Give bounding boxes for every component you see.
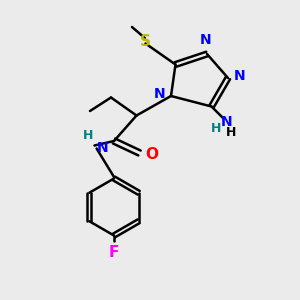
Text: F: F xyxy=(109,245,119,260)
Text: H: H xyxy=(211,122,221,135)
Text: N: N xyxy=(200,33,211,47)
Text: N: N xyxy=(97,142,108,155)
Text: S: S xyxy=(140,34,151,50)
Text: O: O xyxy=(145,147,158,162)
Text: N: N xyxy=(233,70,245,83)
Text: N: N xyxy=(221,116,232,129)
Text: H: H xyxy=(83,129,94,142)
Text: H: H xyxy=(226,126,236,139)
Text: N: N xyxy=(154,88,166,101)
